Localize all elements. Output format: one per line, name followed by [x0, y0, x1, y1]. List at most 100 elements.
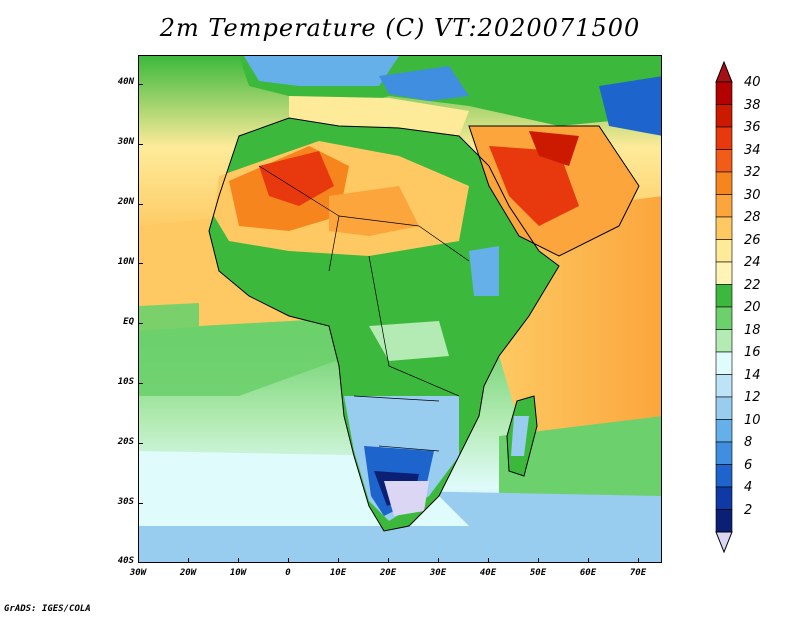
- lon-label: 70E: [629, 568, 647, 578]
- ethiopia-cool: [469, 246, 499, 296]
- lat-label: 20N: [117, 197, 134, 207]
- lon-label: 10W: [229, 568, 247, 578]
- africa-coastline: [208, 117, 560, 532]
- colorbar-segment: [715, 509, 733, 533]
- colorbar-label: 38: [744, 97, 761, 113]
- arabia-coastline: [468, 125, 640, 257]
- lon-label: 30E: [429, 568, 447, 578]
- colorbar-segment: [715, 194, 733, 218]
- colorbar-label: 22: [744, 277, 761, 293]
- lon-tick: [388, 558, 389, 563]
- lat-label: 20S: [117, 437, 134, 447]
- lon-label: 30W: [129, 568, 147, 578]
- lat-tick: [138, 502, 143, 504]
- lat-label: 30S: [117, 497, 134, 507]
- map-panel: [138, 55, 662, 563]
- congo-light: [369, 321, 449, 361]
- colorbar-segment: [715, 396, 733, 420]
- colorbar-label: 34: [744, 142, 761, 158]
- lon-tick: [138, 558, 139, 563]
- colorbar-label: 28: [744, 210, 761, 225]
- colorbar-bottom-arrow: [715, 531, 733, 554]
- colorbar-label: 10: [744, 412, 761, 428]
- colorbar-segment: [715, 239, 733, 263]
- colorbar-segment: [715, 441, 733, 465]
- lon-tick: [238, 558, 239, 563]
- colorbar-top-arrow: [715, 60, 733, 83]
- caspian-cool: [599, 76, 661, 136]
- colorbar-label: 40: [744, 75, 761, 90]
- lon-tick: [488, 558, 489, 563]
- lat-tick: [138, 383, 143, 384]
- lat-label: 30N: [117, 137, 134, 147]
- lon-label: 60E: [579, 568, 597, 578]
- atlantic-cool-band: [139, 296, 349, 396]
- lon-tick: [538, 558, 539, 563]
- colorbar-segment: [715, 329, 733, 353]
- colorbar-segment: [715, 81, 733, 105]
- balkans-cool: [379, 66, 469, 101]
- colorbar-label: 24: [744, 255, 761, 270]
- lon-label: 10E: [329, 568, 347, 578]
- lon-label: 40E: [479, 568, 497, 578]
- colorbar-segment: [715, 171, 733, 195]
- madagascar-cool: [511, 416, 529, 456]
- country-borders: [258, 165, 470, 452]
- colorbar-scale: [715, 60, 733, 554]
- lon-tick: [438, 558, 439, 563]
- colorbar-label: 8: [744, 435, 753, 450]
- colorbar-label: 6: [744, 457, 753, 473]
- colorbar-segment: [715, 284, 733, 308]
- colorbar-label: 16: [744, 345, 761, 360]
- colorbar-segment: [715, 486, 733, 510]
- lat-tick: [138, 263, 143, 265]
- lon-label: 20E: [379, 568, 397, 578]
- lon-label: 20W: [179, 568, 197, 578]
- south-africa-frost: [384, 481, 429, 516]
- lat-tick: [138, 323, 143, 325]
- colorbar-label: 32: [744, 165, 761, 180]
- sahara-hottest: [259, 151, 334, 206]
- colorbar-segment: [715, 261, 733, 285]
- colorbar-segment: [715, 374, 733, 398]
- colorbar-segment: [715, 104, 733, 128]
- colorbar-segment: [715, 419, 733, 443]
- colorbar-segment: [715, 464, 733, 488]
- colorbar-label: 14: [744, 367, 761, 383]
- colorbar-segment: [715, 351, 733, 375]
- colorbar-label: 20: [744, 300, 761, 315]
- indian-ocean-south: [499, 416, 661, 506]
- madagascar-coastline: [506, 395, 538, 477]
- colorbar-segment: [715, 306, 733, 330]
- colorbar-label: 30: [744, 187, 761, 203]
- temperature-map: [139, 56, 661, 562]
- map-title: 2m Temperature (C) VT:2020071500: [159, 14, 641, 42]
- colorbar-label: 4: [744, 480, 753, 495]
- colorbar-label: 26: [744, 232, 761, 248]
- europe-cool: [244, 56, 399, 86]
- lon-tick: [588, 558, 589, 563]
- lat-tick: [138, 203, 143, 205]
- colorbar-label: 36: [744, 120, 761, 135]
- lon-tick: [188, 558, 189, 563]
- colorbar-label: 18: [744, 322, 761, 338]
- lon-tick: [288, 558, 289, 563]
- colorbar-segment: [715, 126, 733, 150]
- gulf-hot: [529, 131, 579, 166]
- colorbar-label: 12: [744, 390, 761, 405]
- lat-tick: [138, 84, 143, 85]
- lat-tick: [138, 562, 143, 564]
- colorbar-segment: [715, 216, 733, 240]
- lon-label: 0: [285, 568, 291, 578]
- lat-label: 10S: [117, 377, 134, 387]
- lon-tick: [638, 558, 639, 563]
- colorbar-segment: [715, 149, 733, 173]
- lat-tick: [138, 442, 143, 444]
- lon-tick: [338, 558, 339, 563]
- arabia-hot: [489, 146, 579, 226]
- footer-credit: GrADS: IGES/COLA: [4, 604, 91, 614]
- lat-tick: [138, 143, 143, 145]
- lat-label: 10N: [117, 257, 134, 267]
- lon-label: 50E: [529, 568, 547, 578]
